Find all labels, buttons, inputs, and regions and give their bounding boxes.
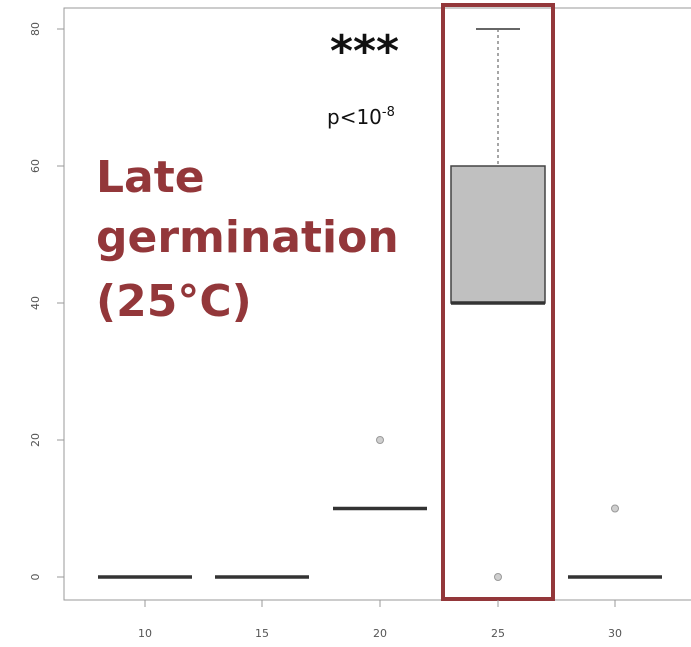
outlier-20-0 — [376, 436, 384, 444]
annotations-group: *** p<10-8 Late germination (25°C) — [96, 26, 399, 327]
highlight-box-25 — [441, 3, 555, 601]
p-value-base: p<10 — [327, 105, 382, 129]
p-value-exponent: -8 — [382, 105, 395, 120]
plot-frame-group — [63, 7, 691, 601]
x-tick-label-30: 30 — [608, 627, 622, 640]
box-30 — [568, 504, 662, 579]
y-tick-label-0: 0 — [29, 574, 42, 581]
outlier-25-0 — [494, 573, 502, 581]
note-line-1: Late — [96, 152, 205, 203]
box-iqr-25 — [450, 165, 546, 304]
note-line-3: (25°C) — [96, 276, 252, 327]
y-tick-label-40: 40 — [29, 296, 42, 310]
note-line-2: germination — [96, 212, 399, 263]
box-25 — [450, 28, 546, 581]
y-tick-label-60: 60 — [29, 159, 42, 173]
x-tick-label-15: 15 — [255, 627, 269, 640]
y-tick-label-80: 80 — [29, 22, 42, 36]
x-tick-label-20: 20 — [373, 627, 387, 640]
box-20 — [333, 436, 427, 511]
y-tick-label-20: 20 — [29, 433, 42, 447]
plot-area-border — [63, 7, 691, 601]
x-tick-label-10: 10 — [138, 627, 152, 640]
p-value-label: p<10-8 — [327, 105, 395, 129]
x-tick-label-25: 25 — [491, 627, 505, 640]
significance-stars: *** — [330, 26, 399, 77]
outlier-30-0 — [611, 504, 619, 513]
axes-group: 0 20 40 60 80 10 15 20 25 30 — [29, 22, 622, 640]
box-marks-group — [98, 3, 662, 601]
